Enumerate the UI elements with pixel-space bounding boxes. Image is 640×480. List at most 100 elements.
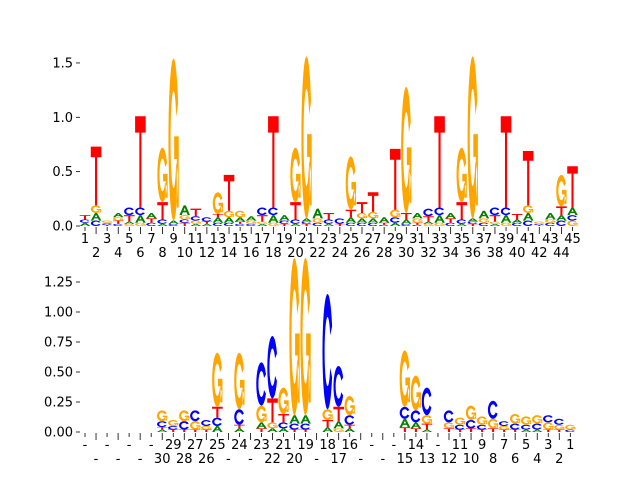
logo-letter-T <box>476 429 488 432</box>
logo-letter-A <box>234 217 246 222</box>
logo-letter-G <box>190 220 201 224</box>
logo-letter-A <box>289 415 300 424</box>
logo-letter-C <box>367 222 378 226</box>
logo-letter-C <box>323 219 334 224</box>
y-tick-label: 0.5 <box>52 165 73 180</box>
logo-letter-T <box>356 202 368 213</box>
logo-letter-C <box>556 220 566 226</box>
logo-letter-T <box>522 150 534 206</box>
x-tick-label: 16 <box>243 246 260 261</box>
x-tick-label: 24 <box>332 246 349 261</box>
logo-letter-C <box>520 424 531 430</box>
logo-letter-T <box>498 429 510 432</box>
x-tick-label: 19 <box>276 232 293 247</box>
logo-letter-A <box>168 220 179 224</box>
logo-letter-A <box>278 428 289 432</box>
logo-letter-A <box>421 429 433 432</box>
x-tick-label: - <box>226 452 231 467</box>
logo-letter-C <box>423 208 433 217</box>
x-tick-label: 4 <box>533 452 541 467</box>
x-tick-label: 44 <box>553 246 570 261</box>
x-tick-label: 1 <box>81 232 89 247</box>
logo-letter-T <box>542 429 554 432</box>
x-tick-label: 34 <box>442 246 459 261</box>
logo-letter-C <box>565 429 575 432</box>
logo-letter-G <box>312 218 323 223</box>
logo-letter-C <box>168 223 179 226</box>
logo-letter-T <box>234 221 246 224</box>
logo-letter-T <box>509 429 521 432</box>
logo-letter-T <box>410 428 422 432</box>
logo-letter-G <box>135 222 146 226</box>
logo-letter-G <box>467 56 478 219</box>
x-tick-label: 40 <box>509 246 526 261</box>
logo-letter-A <box>500 215 512 223</box>
x-tick-label: 23 <box>253 438 270 453</box>
logo-letter-T <box>301 223 312 226</box>
x-tick-label: 30 <box>398 246 415 261</box>
logo-letter-G <box>543 422 554 430</box>
logo-letter-A <box>345 217 357 223</box>
logo-letter-G <box>476 416 488 425</box>
logo-letter-A <box>268 215 279 223</box>
x-tick-label: - <box>358 452 363 467</box>
logo-letter-C <box>567 215 577 221</box>
logo-letter-C <box>500 207 511 216</box>
logo-letter-A <box>344 428 356 432</box>
logo-letter-G <box>344 396 355 416</box>
logo-letter-C <box>278 422 288 429</box>
x-tick-label: 28 <box>376 246 393 261</box>
logo-letter-G <box>565 424 576 430</box>
logo-letter-G <box>234 352 245 410</box>
logo-letter-G <box>454 417 466 425</box>
logo-letter-C <box>476 424 487 430</box>
y-tick-label: 0.50 <box>44 366 73 381</box>
logo-letter-C <box>300 423 311 430</box>
logo-letter-T <box>465 428 477 432</box>
logo-letter-C <box>489 207 500 216</box>
logo-letter-A <box>556 215 567 221</box>
x-tick-label: 33 <box>431 232 448 247</box>
logo-letter-G <box>157 410 168 422</box>
logo-letter-A <box>256 223 268 226</box>
logo-letter-G <box>257 221 268 224</box>
y-tick-label: 1.5 <box>52 56 73 71</box>
logo-letter-T <box>367 192 379 212</box>
x-tick-label: 3 <box>103 232 111 247</box>
logo-letter-A <box>434 215 445 223</box>
logo-letter-C <box>421 387 432 416</box>
logo-letter-C <box>201 420 211 426</box>
logo-letter-C <box>445 222 456 226</box>
logo-letter-A <box>489 223 501 226</box>
logo-letter-G <box>234 210 246 218</box>
logo-letter-T <box>101 224 113 226</box>
logo-letter-G <box>456 147 467 203</box>
logo-letter-C <box>190 410 200 422</box>
y-tick-label: 1.0 <box>52 111 73 126</box>
logo-letter-T <box>445 218 456 223</box>
logo-letter-T <box>334 223 346 226</box>
x-tick-label: 8 <box>489 452 497 467</box>
logo-letter-A <box>79 222 91 226</box>
logo-letter-C <box>322 294 333 410</box>
logo-letter-G <box>90 205 102 213</box>
logo-letter-T <box>256 428 267 432</box>
logo-letter-C <box>290 219 300 224</box>
x-tick-label: 13 <box>210 232 227 247</box>
logo-letter-T <box>401 212 412 220</box>
x-tick-label: 4 <box>114 246 122 261</box>
logo-letter-T <box>511 214 523 220</box>
logo-letter-G <box>256 405 267 423</box>
logo-letter-A <box>245 216 257 221</box>
logo-letter-C <box>522 220 533 226</box>
x-tick-label: 11 <box>452 438 469 453</box>
x-tick-label: 31 <box>409 232 426 247</box>
logo-letter-G <box>168 58 179 221</box>
logo-letter-A <box>135 215 146 223</box>
logo-letter-A <box>412 212 423 219</box>
logo-letter-G <box>212 192 224 215</box>
logo-letter-C <box>465 420 476 429</box>
logo-letter-G <box>179 410 190 422</box>
logo-letter-T <box>135 116 146 208</box>
x-tick-label: 5 <box>125 232 133 247</box>
